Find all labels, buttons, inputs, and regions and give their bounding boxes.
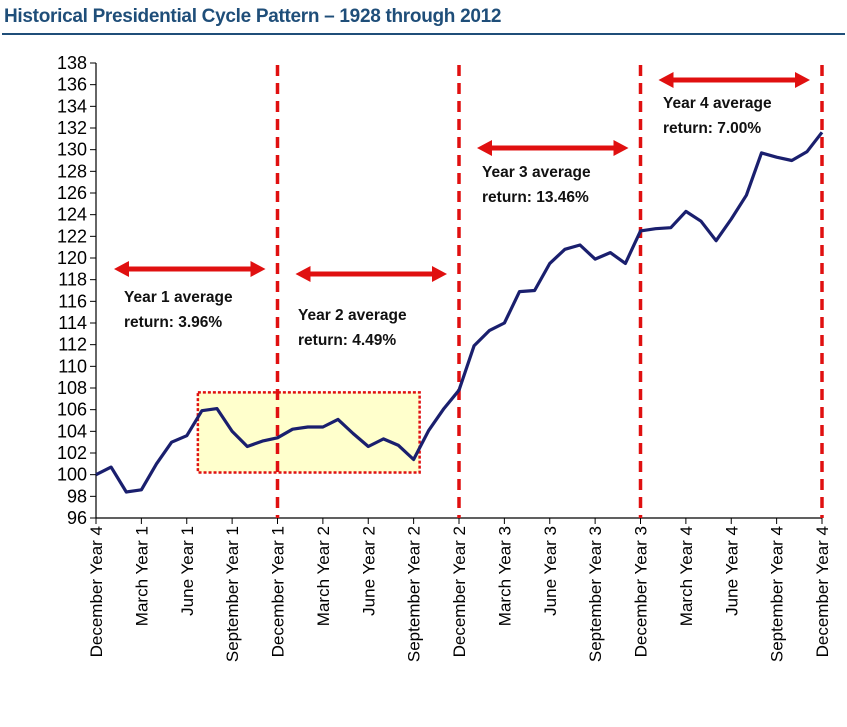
x-tick-label: March Year 4 [677, 526, 696, 626]
y-tick-label: 138 [57, 53, 87, 73]
annotation-line1: Year 1 average [124, 289, 233, 306]
x-tick-label: June Year 3 [541, 526, 560, 616]
x-tick-label: September Year 1 [223, 526, 242, 662]
y-tick-label: 116 [58, 291, 87, 311]
arrow-head-left [114, 261, 129, 277]
y-tick-label: 132 [57, 118, 87, 138]
cycle-annotation: Year 3 average return: 13.46% [477, 140, 629, 206]
x-tick-label: September Year 2 [405, 526, 424, 662]
arrow-head-left [658, 72, 674, 88]
arrow-head-left [295, 266, 311, 282]
x-tick-label: September Year 4 [768, 526, 787, 662]
x-tick-label: December Year 1 [269, 526, 288, 657]
arrow-head-right [795, 72, 810, 88]
chart-title: Historical Presidential Cycle Pattern – … [4, 6, 502, 27]
x-tick-label: June Year 2 [359, 526, 378, 616]
y-tick-label: 136 [57, 75, 87, 95]
y-tick-label: 110 [58, 356, 87, 376]
arrow-head-right [250, 261, 266, 277]
arrow-head-right [613, 140, 629, 156]
x-tick-label: December Year 4 [87, 526, 106, 657]
annotation-line2: return: 7.00% [663, 120, 761, 137]
y-tick-label: 124 [57, 205, 87, 225]
y-tick-label: 120 [57, 248, 87, 268]
y-tick-label: 122 [57, 226, 87, 246]
y-tick-label: 130 [57, 140, 87, 160]
arrow-head-right [432, 266, 447, 282]
x-axis: December Year 4 March Year 1 June Year 1 Se… [87, 517, 832, 662]
y-tick-label: 98 [67, 486, 87, 506]
x-tick-label: June Year 1 [178, 526, 197, 616]
x-tick-label: December Year 3 [632, 526, 651, 657]
x-tick-label: December Year 2 [450, 526, 469, 657]
y-tick-label: 106 [57, 400, 87, 420]
y-tick-label: 128 [57, 161, 87, 181]
x-tick-label: March Year 1 [132, 526, 151, 626]
annotation-line2: return: 4.49% [298, 332, 396, 349]
cycle-annotation: Year 4 average return: 7.00% [658, 72, 810, 137]
y-tick-label: 96 [67, 508, 87, 528]
y-tick-label: 108 [57, 378, 87, 398]
y-tick-label: 100 [57, 465, 87, 485]
annotation-line1: Year 4 average [663, 95, 772, 112]
annotation-line1: Year 3 average [482, 164, 591, 181]
x-tick-label: March Year 2 [314, 526, 333, 626]
y-tick-label: 126 [57, 183, 87, 203]
annotations: Year 1 average return: 3.96% Year 2 averag… [114, 72, 810, 349]
x-tick-label: December Year 4 [813, 526, 832, 657]
y-tick-label: 104 [57, 421, 87, 441]
x-tick-label: September Year 3 [586, 526, 605, 662]
y-tick-label: 102 [57, 443, 87, 463]
y-tick-label: 134 [57, 96, 87, 116]
annotation-line2: return: 3.96% [124, 314, 222, 331]
y-tick-label: 114 [58, 313, 87, 333]
y-tick-label: 112 [58, 335, 87, 355]
y-axis: 9698100102104106108110112114116118120122… [57, 53, 97, 528]
title-underline [2, 33, 845, 35]
series-line [95, 131, 824, 494]
y-tick-label: 118 [58, 270, 87, 290]
annotation-line2: return: 13.46% [482, 189, 589, 206]
annotation-line1: Year 2 average [298, 307, 407, 324]
cycle-annotation: Year 2 average return: 4.49% [295, 266, 447, 349]
dividers [275, 65, 824, 518]
x-tick-label: June Year 4 [722, 526, 741, 616]
x-tick-label: March Year 3 [495, 526, 514, 626]
arrow-head-left [477, 140, 492, 156]
cycle-annotation: Year 1 average return: 3.96% [114, 261, 266, 331]
